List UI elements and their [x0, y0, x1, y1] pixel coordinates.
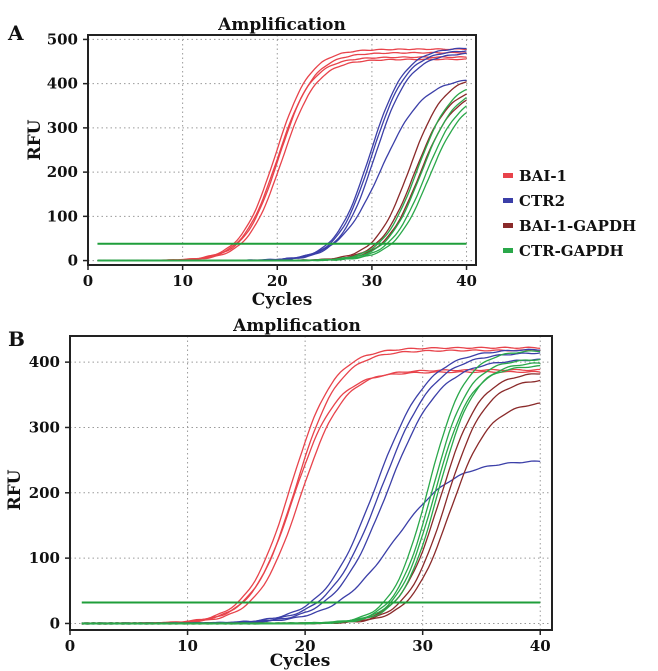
legend: BAI-1 CTR2 BAI-1-GAPDH CTR-GAPDH [503, 167, 636, 260]
panel-a-xlabel: Cycles [252, 290, 313, 310]
legend-label-ctr2: CTR2 [519, 192, 565, 210]
legend-label-bai-1: BAI-1 [519, 167, 567, 185]
panel-b-letter: B [8, 327, 25, 351]
panel-a-title: Amplification [217, 15, 346, 35]
curve-ctr2 [97, 79, 467, 262]
y-tick-label: 200 [29, 484, 60, 502]
curves [97, 47, 467, 262]
x-tick-label: 40 [456, 272, 477, 290]
curve-bai-1 [97, 48, 467, 262]
curve-bai-1 [81, 349, 541, 625]
curve-ctr-gapdh [97, 105, 467, 262]
x-tick-label: 20 [267, 272, 288, 290]
y-tick-label: 100 [29, 549, 60, 567]
curve-bai-1 [81, 370, 541, 625]
x-tick-label: 40 [530, 637, 551, 655]
x-tick-label: 20 [295, 637, 316, 655]
curve-bai-1-gapdh [81, 379, 541, 625]
panel-b-ylabel: RFU [5, 469, 25, 510]
curve-ctr2 [81, 460, 541, 625]
x-tick-label: 0 [83, 272, 93, 290]
y-tick-label: 300 [47, 119, 78, 137]
curve-bai-1-gapdh [97, 81, 467, 262]
y-tick-label: 400 [29, 353, 60, 371]
curve-ctr2 [97, 50, 467, 262]
legend-label-ctr-gapdh: CTR-GAPDH [519, 242, 624, 260]
curve-ctr-gapdh [81, 364, 541, 625]
legend-label-bai-1-gapdh: BAI-1-GAPDH [519, 217, 636, 235]
x-tick-label: 30 [361, 272, 382, 290]
curve-ctr2 [81, 348, 541, 625]
curves [81, 346, 541, 625]
y-tick-label: 100 [47, 207, 78, 225]
curve-bai-1 [81, 346, 541, 625]
curve-ctr-gapdh [97, 112, 467, 262]
legend-swatch-bai-1-gapdh [503, 223, 513, 228]
curve-bai-1 [97, 58, 467, 262]
plot-frame [87, 34, 477, 266]
y-tick-label: 500 [47, 30, 78, 48]
panel-a-ylabel: RFU [25, 119, 45, 160]
curve-ctr-gapdh [97, 88, 467, 262]
legend-swatch-ctr-gapdh [503, 248, 513, 253]
y-tick-label: 200 [47, 163, 78, 181]
curve-ctr-gapdh [81, 350, 541, 625]
curve-bai-1-gapdh [81, 373, 541, 625]
curve-ctr-gapdh [81, 362, 541, 625]
panel-b-xlabel: Cycles [270, 651, 331, 671]
curve-ctr2 [97, 47, 467, 262]
panel-b-title: Amplification [232, 316, 361, 336]
y-tick-label: 0 [68, 252, 78, 270]
y-tick-label: 400 [47, 75, 78, 93]
x-tick-label: 30 [412, 637, 433, 655]
curve-bai-1 [81, 368, 541, 625]
curve-bai-1-gapdh [81, 402, 541, 625]
x-tick-label: 10 [177, 637, 198, 655]
curve-ctr2 [97, 52, 467, 262]
curve-ctr-gapdh [97, 96, 467, 262]
legend-swatch-ctr2 [503, 198, 513, 203]
x-tick-label: 0 [65, 637, 75, 655]
panel-a-letter: A [7, 21, 24, 45]
x-tick-label: 10 [172, 272, 193, 290]
y-tick-label: 300 [29, 418, 60, 436]
y-tick-label: 0 [50, 614, 60, 632]
curve-bai-1-gapdh [97, 93, 467, 262]
plot-frame [69, 335, 553, 631]
legend-swatch-bai-1 [503, 173, 513, 178]
